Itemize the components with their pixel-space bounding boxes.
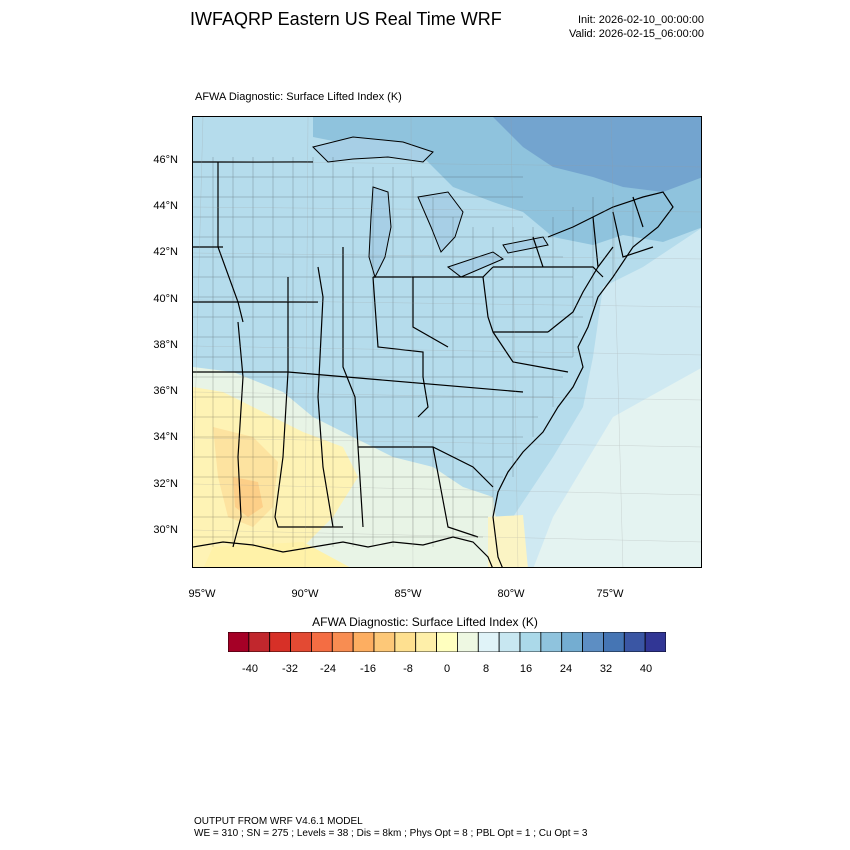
lat-label-36: 36°N [153, 385, 178, 397]
lat-label-34: 34°N [153, 431, 178, 443]
colorbar-cell [623, 632, 646, 652]
colorbar-label: -16 [360, 663, 376, 675]
colorbar-cell [331, 632, 354, 652]
colorbar-cell [352, 632, 375, 652]
colorbar-label: -32 [282, 663, 298, 675]
lon-label-95: 95°W [188, 588, 216, 600]
lon-label-80: 80°W [497, 588, 525, 600]
colorbar-cell [228, 632, 250, 652]
lake-michigan [368, 186, 392, 279]
colorbar-label: -24 [320, 663, 336, 675]
colorbar-cell [394, 632, 417, 652]
lat-label-42: 42°N [153, 246, 178, 258]
lat-label-44: 44°N [153, 200, 178, 212]
map-panel [192, 116, 702, 568]
colorbar-label: 24 [559, 663, 573, 675]
lat-label-40: 40°N [153, 293, 178, 305]
colorbar-cell [311, 632, 333, 652]
lon-label-75: 75°W [596, 588, 624, 600]
lake-superior [312, 136, 434, 163]
colorbar-label: 8 [482, 663, 490, 675]
valid-time: Valid: 2026-02-15_06:00:00 [569, 28, 704, 40]
model-info-line1: OUTPUT FROM WRF V4.6.1 MODEL [194, 816, 363, 827]
colorbar-cell [603, 632, 625, 652]
colorbar-label: -40 [242, 663, 258, 675]
lifted-index-map [193, 117, 701, 567]
lat-label-32: 32°N [153, 478, 178, 490]
colorbar-cell [269, 632, 291, 652]
lat-label-38: 38°N [153, 339, 178, 351]
colorbar [228, 632, 666, 652]
colorbar-cell [248, 632, 271, 652]
model-info-line2: WE = 310 ; SN = 275 ; Levels = 38 ; Dis … [194, 828, 588, 839]
lon-label-85: 85°W [394, 588, 422, 600]
colorbar-cell [457, 632, 479, 652]
graticule [193, 117, 701, 567]
colorbar-cell [519, 632, 542, 652]
colorbar-cell [561, 632, 583, 652]
colorbar-label: 40 [639, 663, 653, 675]
field-atlantic-south [533, 368, 701, 567]
colorbar-title: AFWA Diagnostic: Surface Lifted Index (K… [312, 615, 538, 629]
colorbar-cell [290, 632, 312, 652]
colorbar-cell [540, 632, 563, 652]
colorbar-cell [436, 632, 458, 652]
state-boundaries [193, 161, 654, 548]
colorbar-cell [415, 632, 437, 652]
plot-title: IWFAQRP Eastern US Real Time WRF [190, 9, 502, 29]
colorbar-label: 32 [599, 663, 613, 675]
lat-label-30: 30°N [153, 524, 178, 536]
colorbar-cell [373, 632, 396, 652]
field-canada-high [493, 117, 701, 192]
colorbar-label: -8 [403, 663, 413, 675]
field-gulf [203, 542, 350, 567]
colorbar-label: 16 [519, 663, 533, 675]
lon-label-90: 90°W [291, 588, 319, 600]
colorbar-cell [477, 632, 500, 652]
colorbar-cell [644, 632, 666, 652]
colorbar-label: 0 [443, 663, 451, 675]
county-lines [193, 157, 634, 547]
colorbar-cell [498, 632, 521, 652]
map-subtitle: AFWA Diagnostic: Surface Lifted Index (K… [195, 91, 402, 103]
lat-label-46: 46°N [153, 154, 178, 166]
lake-ontario [502, 236, 549, 254]
init-time: Init: 2026-02-10_00:00:00 [578, 14, 704, 26]
colorbar-cell [582, 632, 604, 652]
